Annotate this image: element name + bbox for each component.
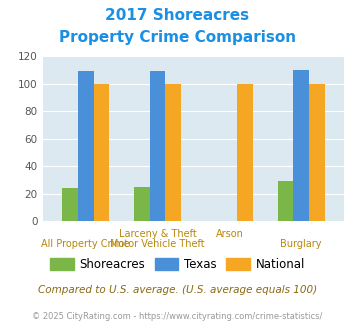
Text: 2017 Shoreacres: 2017 Shoreacres: [105, 8, 250, 23]
Text: Arson: Arson: [215, 229, 243, 239]
Bar: [278, 181, 293, 221]
Legend: Shoreacres, Texas, National: Shoreacres, Texas, National: [45, 253, 310, 276]
Text: Motor Vehicle Theft: Motor Vehicle Theft: [110, 239, 205, 249]
Text: All Property Crime: All Property Crime: [41, 239, 130, 249]
Text: Burglary: Burglary: [280, 239, 322, 249]
Text: Larceny & Theft: Larceny & Theft: [119, 229, 196, 239]
Text: © 2025 CityRating.com - https://www.cityrating.com/crime-statistics/: © 2025 CityRating.com - https://www.city…: [32, 312, 323, 321]
Bar: [150, 71, 165, 221]
Bar: [293, 70, 309, 221]
Bar: [237, 83, 253, 221]
Bar: [165, 83, 181, 221]
Bar: [78, 71, 94, 221]
Bar: [309, 83, 325, 221]
Bar: [134, 187, 150, 221]
Bar: [94, 83, 109, 221]
Text: Property Crime Comparison: Property Crime Comparison: [59, 30, 296, 45]
Text: Compared to U.S. average. (U.S. average equals 100): Compared to U.S. average. (U.S. average …: [38, 285, 317, 295]
Bar: [62, 188, 78, 221]
